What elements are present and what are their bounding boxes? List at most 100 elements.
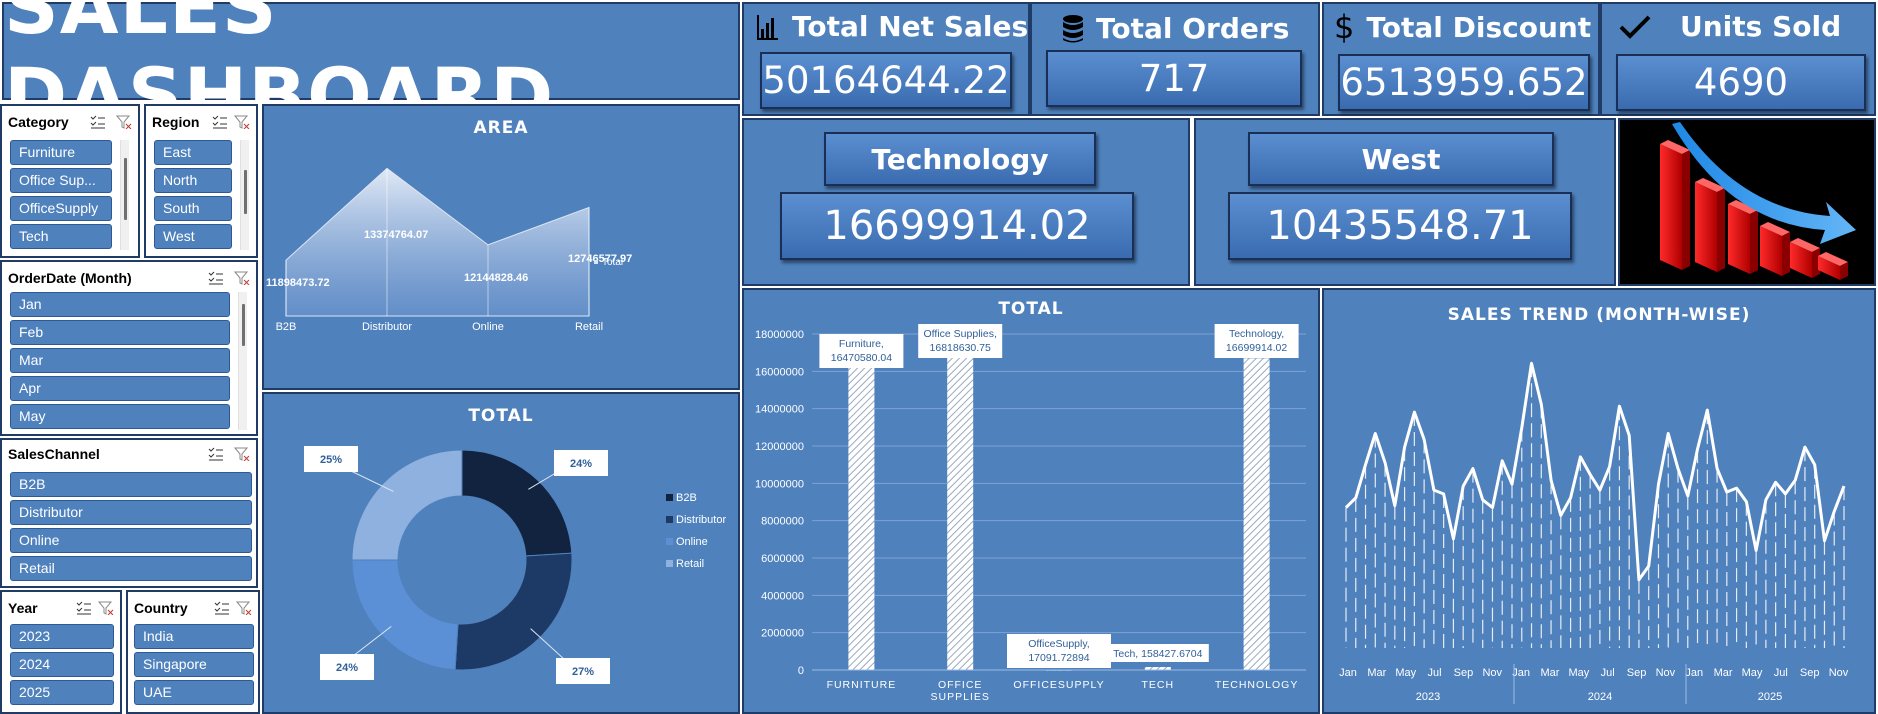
bar-rect <box>1144 667 1171 670</box>
line-chart-panel: SALES TREND (MONTH-WISE) Jan Mar May Jul Sep… <box>1322 288 1876 714</box>
slicer-month-scrollbar[interactable] <box>238 292 247 430</box>
donut-legend-swatch <box>666 494 673 501</box>
donut-data-label: 25% <box>320 454 342 466</box>
slicer-order-month: OrderDate (Month) Jan Feb Mar Apr May <box>0 260 258 436</box>
donut-label-box <box>556 658 610 684</box>
donut-label-box <box>304 446 358 472</box>
slicer-month-item[interactable]: Apr <box>10 376 230 401</box>
dollar-icon: $ <box>1334 8 1355 46</box>
bar-label-box <box>1214 324 1299 358</box>
slicer-region-item[interactable]: West <box>154 224 232 249</box>
bar-y-tick-label: 2000000 <box>761 628 804 640</box>
bar-y-tick-label: 0 <box>798 665 804 677</box>
bar-rect <box>947 356 974 670</box>
bar-rect <box>1243 358 1270 670</box>
clear-filter-icon[interactable] <box>234 271 250 285</box>
slicer-month-item[interactable]: Feb <box>10 320 230 345</box>
slicer-category-item[interactable]: Tech <box>10 224 112 249</box>
trend-series-line <box>1344 361 1846 582</box>
slicer-region-item[interactable]: North <box>154 168 232 193</box>
kpi-units: Units Sold 4690 <box>1600 2 1876 116</box>
slicer-year: Year 2023 2024 2025 <box>0 590 122 714</box>
slicer-year-item[interactable]: 2023 <box>10 624 114 649</box>
bar-chart-panel: TOTAL 0 2000000 4000000 6000000 8000000 10000… <box>742 288 1320 714</box>
slicer-region-item[interactable]: East <box>154 140 232 165</box>
trend-x-tick-label: Nov <box>1656 667 1676 679</box>
multi-select-icon[interactable] <box>208 447 224 461</box>
slicer-country-item[interactable]: Singapore <box>134 652 254 677</box>
slicer-year-item[interactable]: 2024 <box>10 652 114 677</box>
multi-select-icon[interactable] <box>208 271 224 285</box>
slicer-channel-item[interactable]: B2B <box>10 472 252 497</box>
donut-legend-label: Distributor <box>676 514 726 526</box>
slicer-category-scrollbar[interactable] <box>120 140 129 250</box>
area-legend-label: Total <box>602 257 623 268</box>
donut-slice <box>454 552 573 671</box>
slicer-category-title: Category <box>8 114 69 130</box>
kpi-units-value: 4690 <box>1616 54 1866 111</box>
kpi-net-sales: Total Net Sales 50164644.22 <box>742 2 1030 116</box>
multi-select-icon[interactable] <box>212 115 228 129</box>
kpi-discount-label: Total Discount <box>1366 10 1592 44</box>
slicer-category-item[interactable]: Furniture <box>10 140 112 165</box>
multi-select-icon[interactable] <box>90 115 106 129</box>
bar-chart: 0 2000000 4000000 6000000 8000000 10000000 120… <box>755 324 1306 703</box>
trend-year-label: 2025 <box>1758 691 1782 703</box>
kpi-net-sales-label: Total Net Sales <box>792 10 1029 43</box>
donut-chart: 24% 27% 24% 25% B2B Distributor Online Retail <box>304 446 726 684</box>
slicer-year-item[interactable]: 2025 <box>10 680 114 705</box>
bar-data-label: 16470580.04 <box>831 352 892 364</box>
slicer-channel-item[interactable]: Distributor <box>10 500 252 525</box>
clear-filter-icon[interactable] <box>234 115 250 129</box>
slicer-country-item[interactable]: UAE <box>134 680 254 705</box>
donut-label-box <box>320 654 374 680</box>
donut-legend-swatch <box>666 538 673 545</box>
bar-chart-title: TOTAL <box>998 299 1064 319</box>
line-chart-title: SALES TREND (MONTH-WISE) <box>1447 305 1751 325</box>
donut-legend-label: B2B <box>676 492 697 504</box>
area-chart-panel: AREA 11898473.72 13374764.07 12144828.46 12… <box>262 104 740 390</box>
slicer-month-item[interactable]: May <box>10 404 230 429</box>
trend-x-tick-label: May <box>1395 667 1416 679</box>
slicer-channel-item[interactable]: Online <box>10 528 252 553</box>
bar-y-tick-label: 8000000 <box>761 516 804 528</box>
dashboard-title-panel: SALES DASHBOARD <box>2 0 740 140</box>
kpi-orders: Total Orders 717 <box>1030 2 1320 116</box>
slicer-month-item[interactable]: Mar <box>10 348 230 373</box>
slicer-month-item[interactable]: Jan <box>10 292 230 317</box>
trend-x-tick-label: Sep <box>1800 667 1820 679</box>
trend-x-tick-label: Nov <box>1482 667 1502 679</box>
slicer-category-item[interactable]: OfficeSupply <box>10 196 112 221</box>
bar-x-tick-label: OFFICESUPPLY <box>1013 679 1104 691</box>
slicer-category-item[interactable]: Office Sup... <box>10 168 112 193</box>
trend-x-tick-label: Jul <box>1774 667 1788 679</box>
multi-select-icon[interactable] <box>214 601 230 615</box>
trend-x-tick-label: Jan <box>1512 667 1530 679</box>
multi-select-icon[interactable] <box>76 601 92 615</box>
bar-data-label: Technology, <box>1229 328 1284 340</box>
top-category-value: 16699914.02 <box>780 192 1134 260</box>
slicer-category: Category Furniture Office Sup... OfficeS… <box>0 104 140 258</box>
clear-filter-icon[interactable] <box>98 601 114 615</box>
slicer-channel-item[interactable]: Retail <box>10 556 252 581</box>
bar-y-tick-label: 16000000 <box>755 366 804 378</box>
clear-filter-icon[interactable] <box>234 447 250 461</box>
bar-data-label: 17091.72894 <box>1028 652 1089 664</box>
area-data-label: 13374764.07 <box>364 229 428 241</box>
area-data-label: 12144828.46 <box>464 272 528 284</box>
slicer-country-item[interactable]: India <box>134 624 254 649</box>
line-chart: Jan Mar May Jul Sep Nov Jan Mar May Jul Sep Nov Jan M… <box>1339 361 1849 704</box>
bar-x-tick-label: OFFICE <box>938 679 983 691</box>
top-region-panel: West 10435548.71 <box>1194 118 1616 286</box>
slicer-region-scrollbar[interactable] <box>240 140 249 250</box>
kpi-discount-value: 6513959.652 <box>1338 54 1590 111</box>
donut-label-box <box>554 450 608 476</box>
slicer-region-item[interactable]: South <box>154 196 232 221</box>
clear-filter-icon[interactable] <box>116 115 132 129</box>
bar-data-label: 16818630.75 <box>930 342 991 354</box>
trend-x-tick-label: Sep <box>1627 667 1647 679</box>
clear-filter-icon[interactable] <box>236 601 252 615</box>
trend-x-tick-label: Mar <box>1714 667 1733 679</box>
bar-y-tick-label: 10000000 <box>755 478 804 490</box>
